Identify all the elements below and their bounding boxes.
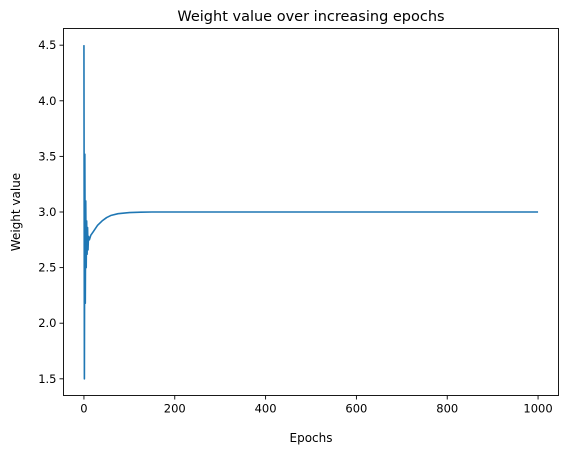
x-tick-label: 400 [255,402,277,416]
x-tick-label: 1000 [523,402,552,416]
y-tick-label: 3.0 [38,205,56,219]
x-tick-label: 600 [345,402,367,416]
x-tick-label: 200 [164,402,186,416]
x-tick-label: 0 [80,402,87,416]
chart-title: Weight value over increasing epochs [177,9,444,25]
x-axis-label: Epochs [290,431,333,445]
y-tick-label: 2.5 [38,261,56,275]
y-tick-label: 2.0 [38,316,56,330]
y-tick-label: 1.5 [38,372,56,386]
y-tick-label: 4.0 [38,94,56,108]
series-line-0 [83,45,539,380]
y-tick-label: 3.5 [38,149,56,163]
y-axis-label: Weight value [9,173,23,251]
y-tick-label: 4.5 [38,38,56,52]
x-tick-label: 800 [436,402,458,416]
